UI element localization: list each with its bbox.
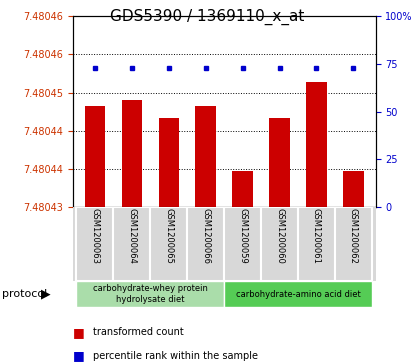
Bar: [261, 207, 298, 281]
Bar: [76, 281, 224, 307]
Bar: [159, 118, 179, 207]
Text: GSM1200064: GSM1200064: [127, 208, 136, 264]
Bar: [343, 171, 364, 207]
Bar: [113, 207, 150, 281]
Text: GSM1200060: GSM1200060: [275, 208, 284, 264]
Bar: [269, 118, 290, 207]
Bar: [85, 106, 105, 207]
Bar: [232, 171, 253, 207]
Bar: [306, 82, 327, 207]
Text: GSM1200062: GSM1200062: [349, 208, 358, 264]
Text: GSM1200066: GSM1200066: [201, 208, 210, 264]
Bar: [122, 100, 142, 207]
Text: ▶: ▶: [41, 287, 51, 301]
Text: percentile rank within the sample: percentile rank within the sample: [93, 351, 259, 361]
Text: GSM1200065: GSM1200065: [164, 208, 173, 264]
Bar: [187, 207, 224, 281]
Text: protocol: protocol: [2, 289, 47, 299]
Text: ■: ■: [73, 326, 84, 339]
Text: carbohydrate-whey protein
hydrolysate diet: carbohydrate-whey protein hydrolysate di…: [93, 284, 208, 304]
Text: carbohydrate-amino acid diet: carbohydrate-amino acid diet: [236, 290, 360, 298]
Bar: [195, 106, 216, 207]
Bar: [224, 207, 261, 281]
Text: ■: ■: [73, 349, 84, 362]
Text: GSM1200063: GSM1200063: [90, 208, 99, 264]
Text: GSM1200059: GSM1200059: [238, 208, 247, 264]
Bar: [335, 207, 372, 281]
Bar: [298, 207, 335, 281]
Text: GSM1200061: GSM1200061: [312, 208, 321, 264]
Text: GDS5390 / 1369110_x_at: GDS5390 / 1369110_x_at: [110, 9, 305, 25]
Bar: [150, 207, 187, 281]
Text: transformed count: transformed count: [93, 327, 184, 337]
Bar: [224, 281, 372, 307]
Bar: [76, 207, 113, 281]
